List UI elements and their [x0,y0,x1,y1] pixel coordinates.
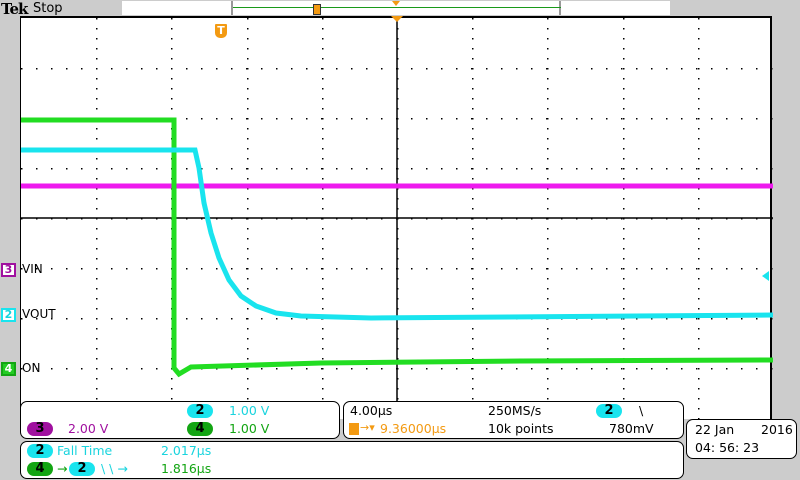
ch3-scale: 2.00 V [68,421,109,436]
graticule-display[interactable] [20,16,773,421]
measurements-panel[interactable]: 2 Fall Time 2.017µs 4 → 2 \ \ → 1.816µs [20,441,684,479]
horizontal-trigger-panel[interactable]: 4.00µs 250MS/s 2 \ →▾ 9.36000µs 10k poin… [343,401,684,439]
ch2-waveform [21,147,773,321]
waveform-plot [21,18,773,421]
brand-logo: Tek [1,0,28,18]
delay-arrow-icon: →▾ [360,421,375,434]
trigger-slope-icon: \ [639,403,644,418]
trigger-position-icon[interactable]: T [215,24,227,38]
record-length: 10k points [488,421,554,436]
arrow-icon: → [57,461,68,476]
meas1-value: 2.017µs [161,443,212,458]
ch3-badge[interactable]: 3 [27,422,53,436]
meas2-source-badge: 4 [27,462,53,476]
meas2-target-badge: 2 [69,462,95,476]
meas1-name: Fall Time [57,443,113,458]
horizontal-delay: 9.36000µs [380,421,447,436]
meas2-name: \ \ → [101,461,128,476]
record-center-marker-icon [392,1,400,6]
record-trigger-marker [313,4,321,15]
view-window[interactable] [231,1,561,15]
ch4-ground-marker[interactable]: 4 [1,362,16,376]
time: 04: 56: 23 [695,440,760,455]
meas1-source-badge: 2 [27,444,53,458]
record-line [233,7,561,8]
ch2-scale: 1.00 V [229,403,270,418]
date: 22 Jan [695,422,735,437]
meas2-value: 1.816µs [161,461,212,476]
ch3-label: VIN [22,262,43,276]
vertical-scale-panel[interactable]: 2 1.00 V 3 2.00 V 4 1.00 V [20,401,340,439]
trigger-level-arrow-icon[interactable] [762,271,769,281]
horizontal-scale: 4.00µs [350,403,393,418]
acquisition-state[interactable]: Stop [33,1,63,16]
datetime-panel: 22 Jan 2016 04: 56: 23 [686,419,797,459]
ch4-scale: 1.00 V [229,421,270,436]
expansion-point-icon [391,16,403,22]
record-view-bar[interactable] [122,1,670,15]
year: 2016 [761,422,793,437]
trigger-level: 780mV [609,421,654,436]
sample-rate: 250MS/s [488,403,542,418]
ch3-ground-marker[interactable]: 3 [1,263,16,277]
ch4-badge[interactable]: 4 [187,422,213,436]
ch2-badge[interactable]: 2 [187,404,213,418]
ch4-label: ON [22,361,41,375]
ch2-label: VOUT [22,307,56,321]
trigger-source-badge[interactable]: 2 [596,404,622,418]
trigger-delay-icon [349,423,359,435]
ch2-ground-marker[interactable]: 2 [1,308,16,322]
